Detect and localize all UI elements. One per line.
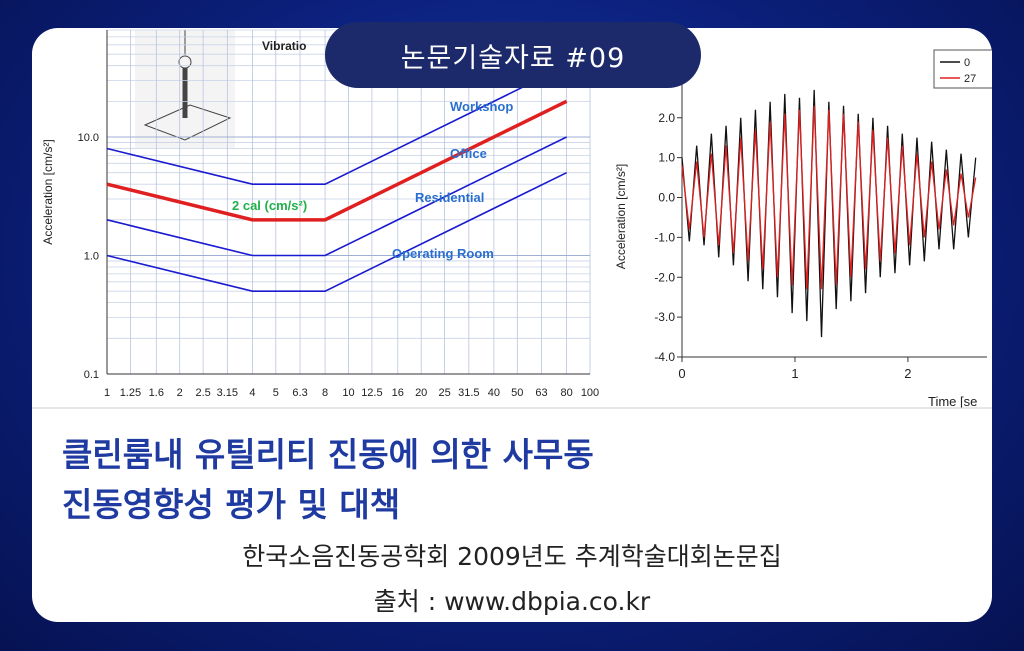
x-tick-label: 2 bbox=[904, 366, 911, 381]
x-tick-label: 80 bbox=[560, 387, 572, 399]
y-tick-label: 10.0 bbox=[78, 132, 99, 144]
x-tick-label: 2 bbox=[177, 387, 183, 399]
y-tick-label: -4.0 bbox=[654, 350, 675, 364]
x-tick-label: 20 bbox=[415, 387, 427, 399]
x-tick-label: 1 bbox=[791, 366, 798, 381]
series-line bbox=[106, 99, 568, 222]
x-axis-label: Time [se bbox=[928, 394, 977, 409]
annotation: 2 cal (cm/s²) bbox=[232, 198, 307, 213]
title-line: 진동영향성 평가 및 대책 bbox=[62, 485, 401, 524]
x-tick-label: 10 bbox=[342, 387, 354, 399]
y-tick-label: 0.0 bbox=[658, 191, 675, 205]
y-tick-label: 0.1 bbox=[84, 369, 99, 381]
publication: 한국소음진동공학회 2009년도 추계학술대회논문집 bbox=[242, 542, 782, 571]
legend bbox=[933, 49, 992, 89]
series-line bbox=[106, 136, 567, 257]
x-tick-label: 40 bbox=[488, 387, 500, 399]
title-line: 클린룸내 유틸리티 진동에 의한 사무동 bbox=[62, 435, 594, 474]
y-tick-label: -1.0 bbox=[654, 230, 675, 244]
legend-label: 0 bbox=[964, 57, 970, 69]
series-line bbox=[106, 64, 567, 185]
x-tick-label: 8 bbox=[322, 387, 328, 399]
series-label: Operating Room bbox=[392, 246, 494, 261]
x-tick-label: 1.25 bbox=[120, 387, 141, 399]
x-tick-label: 16 bbox=[392, 387, 404, 399]
source: 출처 : www.dbpia.co.kr bbox=[373, 587, 651, 616]
y-axis-label: Acceleration [cm/s²] bbox=[614, 164, 628, 269]
x-tick-label: 63 bbox=[535, 387, 547, 399]
y-tick-label: 1.0 bbox=[658, 151, 675, 165]
x-tick-label: 4 bbox=[249, 387, 255, 399]
series-label: Residential bbox=[415, 190, 484, 205]
platform bbox=[143, 104, 232, 141]
series-line bbox=[681, 105, 977, 290]
legend-label: 27 bbox=[964, 73, 976, 85]
x-tick-label: 12.5 bbox=[361, 387, 382, 399]
x-tick-label: 31.5 bbox=[458, 387, 479, 399]
x-tick-label: 1.6 bbox=[149, 387, 164, 399]
x-tick-label: 50 bbox=[511, 387, 523, 399]
series-line bbox=[106, 171, 567, 292]
y-tick-label: 2.0 bbox=[658, 111, 675, 125]
x-tick-label: 6.3 bbox=[292, 387, 307, 399]
x-tick-label: 100 bbox=[581, 387, 599, 399]
series-label: Workshop bbox=[450, 99, 513, 114]
series-label: Office bbox=[450, 146, 487, 161]
x-tick-label: 1 bbox=[104, 387, 110, 399]
x-tick-label: 25 bbox=[438, 387, 450, 399]
y-tick-label: -2.0 bbox=[654, 270, 675, 284]
x-tick-label: 2.5 bbox=[195, 387, 210, 399]
x-tick-label: 5 bbox=[273, 387, 279, 399]
badge: 논문기술자료 #09 bbox=[325, 22, 701, 88]
y-axis-label: Acceleration [cm/s²] bbox=[41, 139, 55, 244]
charts: 1 1.25 1.6 2 2.5 3.15 4 5 6.3 8 10 12.5 16 20 25 31.5 40… bbox=[32, 29, 992, 409]
chart-title: Vibratio bbox=[262, 39, 306, 53]
x-tick-label: 3.15 bbox=[217, 387, 238, 399]
series-line bbox=[681, 89, 977, 338]
x-tick-label: 0 bbox=[678, 366, 685, 381]
y-tick-label: -3.0 bbox=[654, 310, 675, 324]
y-tick-label: 1.0 bbox=[84, 251, 99, 263]
